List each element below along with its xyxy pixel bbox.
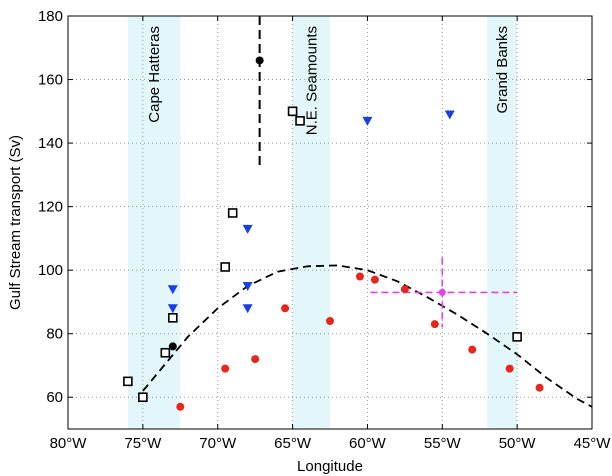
triangle-marker (242, 224, 253, 234)
region-label: Cape Hatteras (146, 26, 163, 123)
square-marker (160, 347, 171, 358)
square-marker (227, 208, 238, 218)
circle-marker (468, 345, 477, 354)
circle-marker (505, 364, 514, 373)
y-tick-label: 160 (38, 72, 63, 89)
circle-marker (326, 316, 334, 325)
region-band (487, 16, 518, 429)
x-tick-label: 55°W (424, 435, 462, 452)
triangle-marker (362, 116, 373, 126)
y-axis-label: Gulf Stream transport (Sv) (7, 135, 24, 310)
fit-curve-layer (142, 264, 593, 408)
circle-marker (535, 383, 544, 392)
circle-marker (168, 342, 177, 351)
triangle-marker (167, 285, 178, 295)
circle-marker (400, 285, 409, 294)
circle-marker (370, 275, 379, 284)
region-label: N.E. Seamounts (303, 26, 320, 135)
triangle-marker (242, 304, 253, 314)
highlight-regions (127, 16, 518, 429)
circle-marker (355, 272, 364, 281)
region-label: Grand Banks (494, 26, 511, 114)
data-points (123, 56, 544, 411)
triangle-marker (242, 282, 253, 292)
square-marker (138, 392, 148, 403)
region-labels: Cape Hatteras N.E. Seamounts Grand Banks (146, 26, 511, 135)
x-tick-label: 50°W (499, 435, 537, 452)
region-band (292, 16, 330, 429)
axis-ticks: 80°W 75°W 70°W 65°W 60°W 55°W 50°W 45°W 60 80 100 1… (38, 8, 611, 452)
y-tick-label: 100 (38, 262, 63, 279)
circle-marker (281, 304, 290, 313)
fit-curve (142, 264, 593, 408)
circle-marker (221, 364, 230, 373)
x-tick-label: 70°W (199, 435, 237, 452)
y-tick-label: 80 (46, 326, 63, 343)
circle-marker (430, 320, 439, 329)
circle-marker (251, 355, 260, 364)
square-marker (295, 116, 305, 126)
y-tick-label: 60 (46, 389, 63, 406)
square-marker (512, 332, 522, 342)
x-tick-label: 80°W (50, 435, 88, 452)
square-marker (168, 313, 178, 323)
x-tick-label: 60°W (349, 435, 387, 452)
y-tick-label: 180 (38, 8, 63, 25)
grid (68, 16, 592, 429)
square-marker (287, 106, 298, 117)
circle-marker (255, 56, 264, 65)
x-axis-label: Longitude (297, 458, 363, 475)
triangle-marker (167, 304, 178, 314)
highlight-marker (438, 288, 446, 296)
triangle-marker (444, 110, 455, 120)
square-marker (220, 262, 230, 272)
y-tick-label: 140 (38, 135, 63, 152)
square-marker (123, 376, 133, 387)
x-tick-label: 45°W (574, 435, 612, 452)
x-tick-label: 75°W (124, 435, 162, 452)
x-tick-label: 65°W (274, 435, 312, 452)
region-band (127, 16, 181, 429)
circle-marker (176, 402, 185, 411)
plot-frame (67, 15, 593, 430)
y-tick-label: 120 (38, 199, 63, 216)
